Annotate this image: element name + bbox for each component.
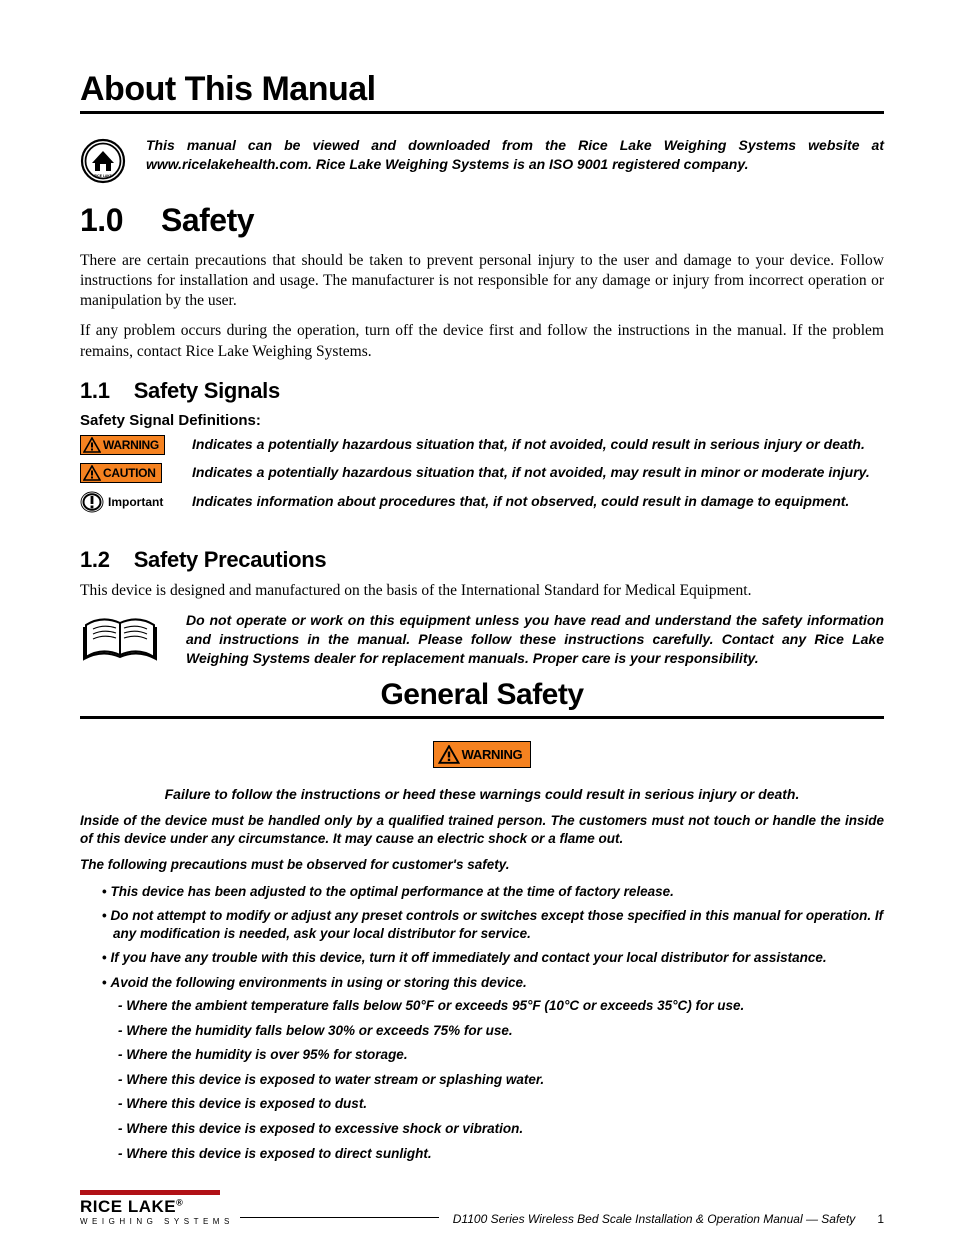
dash-item: Where the ambient temperature falls belo… bbox=[129, 997, 884, 1015]
warning-label: WARNING bbox=[462, 747, 523, 762]
body-paragraph: If any problem occurs during the operati… bbox=[80, 321, 884, 361]
section-title: Safety bbox=[161, 202, 254, 239]
house-emblem-icon: RICE LAKE bbox=[80, 138, 126, 184]
important-badge: Important bbox=[80, 491, 163, 513]
bullet-item: Do not attempt to modify or adjust any p… bbox=[102, 907, 884, 942]
intro-row: RICE LAKE This manual can be viewed and … bbox=[80, 136, 884, 184]
caution-definition: Indicates a potentially hazardous situat… bbox=[192, 463, 884, 482]
important-icon bbox=[80, 491, 104, 513]
brand-name: RICE LAKE bbox=[80, 1197, 176, 1216]
page-footer: RICE LAKE® WEIGHING SYSTEMS D1100 Series… bbox=[80, 1190, 884, 1226]
general-warning-badge-wrap: WARNING bbox=[80, 741, 884, 768]
warning-badge: WARNING bbox=[433, 741, 532, 768]
intro-text: This manual can be viewed and downloaded… bbox=[146, 136, 884, 174]
dash-item: Where this device is exposed to excessiv… bbox=[129, 1120, 884, 1138]
brand-tagline: WEIGHING SYSTEMS bbox=[80, 1217, 234, 1226]
body-paragraph: There are certain precautions that shoul… bbox=[80, 251, 884, 311]
warning-triangle-icon bbox=[438, 745, 460, 764]
subsection-1-2-header: 1.2 Safety Precautions bbox=[80, 547, 884, 573]
subsection-number: 1.2 bbox=[80, 547, 110, 573]
section-number: 1.0 bbox=[80, 202, 123, 239]
book-note-row: Do not operate or work on this equipment… bbox=[80, 611, 884, 672]
about-heading: About This Manual bbox=[80, 70, 884, 114]
warning-definition: Indicates a potentially hazardous situat… bbox=[192, 435, 884, 454]
svg-text:RICE LAKE: RICE LAKE bbox=[94, 174, 113, 178]
precaution-bullet-list: This device has been adjusted to the opt… bbox=[80, 883, 884, 1163]
rice-lake-logo: RICE LAKE® WEIGHING SYSTEMS bbox=[80, 1190, 234, 1226]
open-book-icon bbox=[80, 611, 164, 672]
bullet-item: If you have any trouble with this device… bbox=[102, 949, 884, 967]
book-note-text: Do not operate or work on this equipment… bbox=[186, 611, 884, 668]
general-safety-heading: General Safety bbox=[80, 678, 884, 719]
dash-item: Where this device is exposed to direct s… bbox=[129, 1145, 884, 1163]
warning-triangle-icon bbox=[83, 437, 101, 453]
signal-important-row: Important Indicates information about pr… bbox=[80, 491, 884, 513]
warning-label: WARNING bbox=[103, 438, 159, 452]
subsection-title: Safety Signals bbox=[134, 378, 280, 404]
important-label: Important bbox=[108, 495, 163, 509]
bullet-item: Avoid the following environments in usin… bbox=[102, 974, 884, 1162]
definitions-header: Safety Signal Definitions: bbox=[80, 412, 884, 429]
important-definition: Indicates information about procedures t… bbox=[192, 492, 884, 511]
dash-item: Where the humidity is over 95% for stora… bbox=[129, 1046, 884, 1064]
subsection-1-1-header: 1.1 Safety Signals bbox=[80, 378, 884, 404]
dash-item: Where the humidity falls below 30% or ex… bbox=[129, 1022, 884, 1040]
dash-item: Where this device is exposed to dust. bbox=[129, 1095, 884, 1113]
caution-label: CAUTION bbox=[103, 466, 156, 480]
warning-badge: WARNING bbox=[80, 435, 165, 455]
page-number: 1 bbox=[877, 1212, 884, 1226]
environment-dash-list: Where the ambient temperature falls belo… bbox=[113, 997, 884, 1162]
signal-caution-row: CAUTION Indicates a potentially hazardou… bbox=[80, 463, 884, 483]
bullet-item: This device has been adjusted to the opt… bbox=[102, 883, 884, 901]
general-paragraph: Inside of the device must be handled onl… bbox=[80, 812, 884, 848]
caution-triangle-icon bbox=[83, 465, 101, 481]
caution-badge: CAUTION bbox=[80, 463, 162, 483]
footer-rule bbox=[240, 1217, 439, 1218]
general-warning-line: Failure to follow the instructions or he… bbox=[80, 786, 884, 802]
dash-item: Where this device is exposed to water st… bbox=[129, 1071, 884, 1089]
subsection-number: 1.1 bbox=[80, 378, 110, 404]
footer-doc-title: D1100 Series Wireless Bed Scale Installa… bbox=[453, 1212, 884, 1226]
general-paragraph: The following precautions must be observ… bbox=[80, 856, 884, 874]
section-1-header: 1.0 Safety bbox=[80, 202, 884, 239]
body-paragraph: This device is designed and manufactured… bbox=[80, 581, 884, 601]
signal-warning-row: WARNING Indicates a potentially hazardou… bbox=[80, 435, 884, 455]
subsection-title: Safety Precautions bbox=[134, 547, 327, 573]
